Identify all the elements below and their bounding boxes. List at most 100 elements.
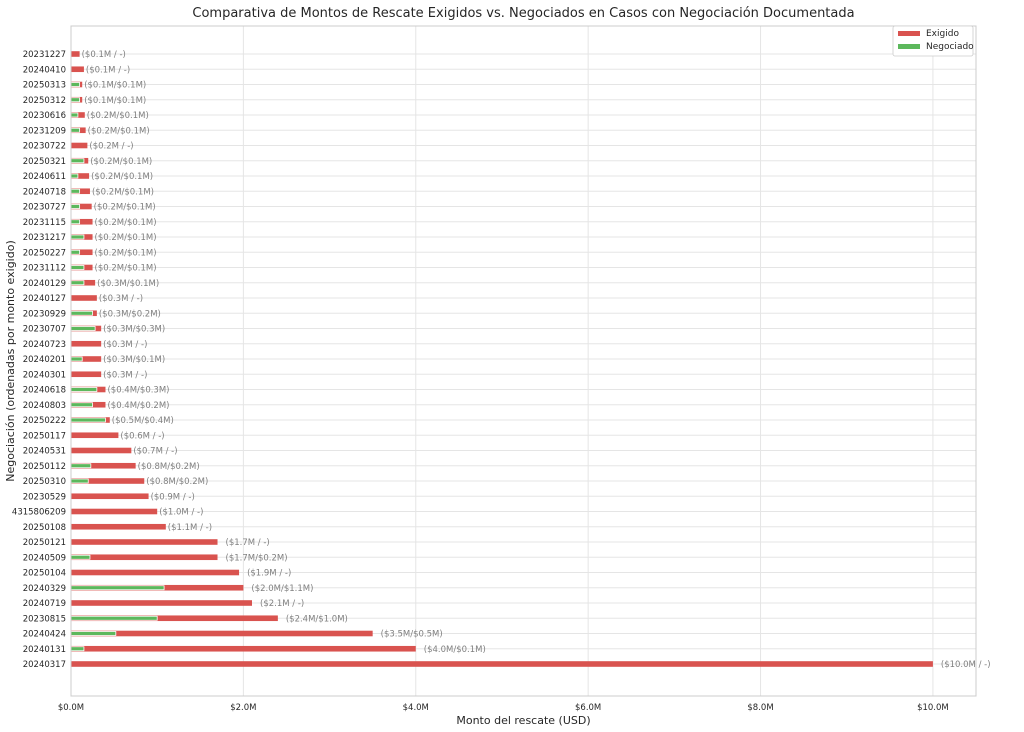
bar-negociado bbox=[70, 478, 89, 484]
value-annotation: ($0.3M / -) bbox=[103, 370, 147, 380]
value-annotation: ($0.3M / -) bbox=[99, 294, 143, 304]
y-tick-label: 20250112 bbox=[23, 462, 66, 472]
bar-negociado bbox=[70, 631, 117, 636]
y-tick-label: 20230529 bbox=[23, 492, 66, 502]
value-annotation: ($2.1M / -) bbox=[260, 599, 304, 609]
y-tick-label: 20240611 bbox=[23, 172, 66, 182]
y-tick-label: 20231209 bbox=[23, 126, 66, 136]
bar-exigido bbox=[71, 600, 252, 606]
x-tick-labels: $0.0M $2.0M $4.0M $6.0M $8.0M $10.0M bbox=[58, 703, 949, 713]
bar-exigido bbox=[71, 356, 102, 362]
bar-exigido bbox=[71, 523, 166, 530]
value-annotation: ($0.4M/$0.2M) bbox=[107, 401, 169, 411]
bar-negociado bbox=[70, 356, 83, 362]
y-tick-label: 20230616 bbox=[23, 111, 66, 121]
y-tick-label: 20230727 bbox=[23, 203, 66, 213]
value-annotation: ($0.9M / -) bbox=[151, 492, 195, 502]
bar-negociado bbox=[70, 188, 81, 194]
y-tick-labels: 20231227 20240410 20250313 20250312 20230616… bbox=[12, 50, 66, 670]
bar-exigido bbox=[71, 554, 218, 561]
bar-negociado bbox=[70, 326, 96, 331]
x-tick-label: $2.0M bbox=[230, 703, 256, 713]
legend-label-exigido: Exigido bbox=[926, 29, 959, 39]
bar-exigido bbox=[71, 203, 92, 210]
bar-exigido bbox=[71, 447, 132, 454]
bar-negociado bbox=[70, 463, 92, 469]
legend-swatch-negociado bbox=[898, 44, 920, 49]
bar-negociado bbox=[70, 204, 81, 209]
y-axis-label: Negociación (ordenadas por monto exigido… bbox=[4, 240, 17, 482]
bar-negociado bbox=[70, 280, 85, 286]
value-annotation: ($0.5M/$0.4M) bbox=[112, 416, 174, 426]
y-tick-label: 20240803 bbox=[23, 401, 66, 411]
y-tick-label: 20240424 bbox=[23, 630, 66, 640]
x-tick-label: $4.0M bbox=[403, 703, 429, 713]
grid-lines bbox=[70, 26, 976, 696]
value-annotation: ($0.2M/$0.1M) bbox=[95, 248, 157, 258]
y-tick-label: 4315806209 bbox=[12, 508, 66, 518]
bar-negociado bbox=[70, 234, 85, 240]
x-tick-label: $0.0M bbox=[58, 703, 84, 713]
y-tick-label: 20240618 bbox=[23, 386, 66, 396]
bar-negociado bbox=[70, 417, 106, 423]
value-annotation: ($0.2M/$0.1M) bbox=[90, 157, 152, 167]
value-annotation: ($0.1M / -) bbox=[86, 65, 130, 75]
value-annotation: ($0.2M / -) bbox=[89, 142, 133, 152]
bar-negociado bbox=[70, 82, 81, 87]
y-tick-label: 20230707 bbox=[23, 325, 66, 335]
x-tick-label: $8.0M bbox=[747, 703, 773, 713]
value-annotation: ($0.8M/$0.2M) bbox=[146, 477, 208, 487]
bar-exigido bbox=[71, 645, 416, 652]
value-annotation: ($0.2M/$0.1M) bbox=[88, 126, 150, 136]
chart-title: Comparativa de Montos de Rescate Exigido… bbox=[192, 6, 854, 21]
y-tick-label: 20240317 bbox=[23, 660, 66, 670]
x-tick-label: $10.0M bbox=[917, 703, 949, 713]
value-annotation: ($0.2M/$0.1M) bbox=[95, 233, 157, 243]
y-tick-label: 20250121 bbox=[23, 538, 66, 548]
value-annotation: ($0.8M/$0.2M) bbox=[138, 462, 200, 472]
plot-frame bbox=[70, 25, 977, 697]
y-tick-label: 20250108 bbox=[23, 523, 66, 533]
bar-negociado bbox=[70, 265, 85, 270]
value-annotation: ($0.2M/$0.1M) bbox=[95, 218, 157, 228]
bar-negociado bbox=[70, 112, 79, 118]
bar-negociado bbox=[70, 615, 158, 621]
bar-exigido bbox=[71, 66, 84, 73]
bar-exigido bbox=[71, 630, 373, 637]
y-tick-label: 20240329 bbox=[23, 584, 66, 594]
y-tick-label: 20250104 bbox=[23, 569, 66, 579]
value-annotations: ($0.1M / -) ($0.1M / -) ($0.1M/$0.1M) ($0.1… bbox=[82, 50, 991, 670]
value-annotation: ($2.4M/$1.0M) bbox=[286, 614, 348, 624]
value-annotation: ($10.0M / -) bbox=[941, 660, 991, 670]
y-tick-label: 20230815 bbox=[23, 614, 66, 624]
legend-swatch-exigido bbox=[898, 31, 920, 36]
y-tick-label: 20240531 bbox=[23, 447, 66, 457]
bar-negociado bbox=[70, 387, 98, 392]
bar-exigido bbox=[71, 508, 158, 515]
y-tick-label: 20231115 bbox=[23, 218, 66, 228]
bar-negociado bbox=[70, 402, 93, 408]
value-annotation: ($0.2M/$0.1M) bbox=[95, 264, 157, 274]
y-tick-label: 20250312 bbox=[23, 96, 66, 106]
y-tick-label: 20250321 bbox=[23, 157, 66, 167]
y-tick-label: 20250313 bbox=[23, 81, 66, 91]
value-annotation: ($0.2M/$0.1M) bbox=[87, 111, 149, 121]
value-annotation: ($1.9M / -) bbox=[247, 569, 291, 579]
bar-negociado bbox=[70, 646, 85, 652]
bar-negociado bbox=[70, 554, 91, 560]
value-annotation: ($0.3M / -) bbox=[103, 340, 147, 350]
value-annotation: ($0.1M/$0.1M) bbox=[84, 96, 146, 106]
value-annotation: ($1.7M/$0.2M) bbox=[226, 553, 288, 563]
bar-exigido bbox=[71, 432, 119, 439]
bar-exigido bbox=[71, 295, 97, 301]
bar-negociado bbox=[70, 219, 81, 225]
y-tick-label: 20240719 bbox=[23, 599, 66, 609]
value-annotation: ($0.4M/$0.3M) bbox=[107, 386, 169, 396]
bar-exigido bbox=[71, 173, 90, 179]
value-annotation: ($0.2M/$0.1M) bbox=[92, 187, 154, 197]
y-tick-label: 20231227 bbox=[23, 50, 66, 60]
value-annotation: ($0.7M / -) bbox=[133, 447, 177, 457]
value-annotation: ($0.2M/$0.1M) bbox=[94, 203, 156, 213]
